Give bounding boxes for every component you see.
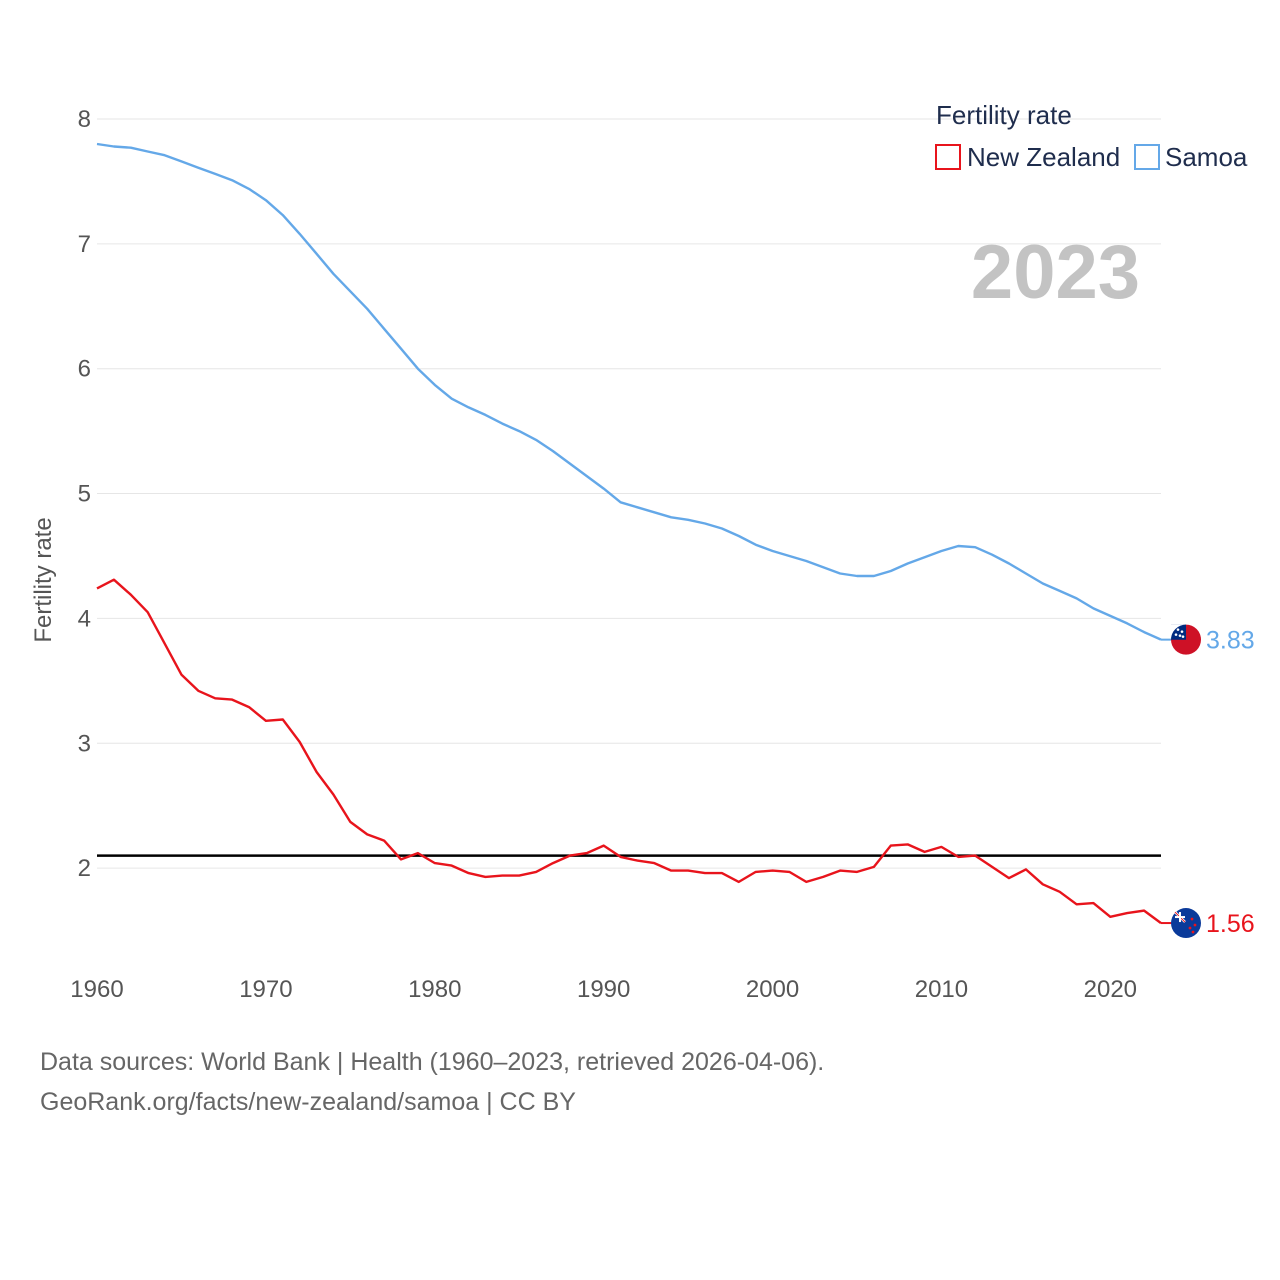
x-tick-label-2020: 2020 [1084,976,1137,1003]
x-tick-label-1970: 1970 [239,976,292,1003]
legend-title: Fertility rate [936,100,1072,130]
series-lines [96,142,1162,925]
samoa-flag-icon [1171,624,1201,655]
end-markers: 1.56 3.83 [1161,624,1255,939]
y-axis-ticks: 2 3 4 5 6 7 8 [78,106,91,882]
y-tick-label-5: 5 [78,481,91,508]
legend-label-new-zealand: New Zealand [967,142,1120,172]
y-tick-label-8: 8 [78,106,91,133]
x-axis-ticks: 1960 1970 1980 1990 2000 2010 2020 [70,976,1137,1003]
fertility-line-chart: 2 3 4 5 6 7 8 1960 1970 1980 1990 2000 2010 2020 202… [30,100,1255,1003]
end-value-label-samoa: 3.83 [1206,627,1255,655]
new-zealand-flag-icon [1171,908,1201,939]
flag-star-4 [1181,635,1185,638]
flag-clip-corner [1171,624,1186,640]
flag-star-2 [1188,926,1192,930]
legend-swatch-new-zealand [935,144,961,170]
legend-label-samoa: Samoa [1165,142,1248,172]
x-tick-label-2010: 2010 [915,976,968,1003]
year-watermark: 2023 [971,230,1140,315]
x-tick-label-1960: 1960 [70,976,123,1003]
flag-star-1 [1180,630,1184,633]
legend: Fertility rate New Zealand Samoa [935,100,1248,172]
legend-item-samoa[interactable]: Samoa [1134,142,1248,172]
flag-star-3 [1178,634,1182,637]
y-tick-label-4: 4 [78,605,91,632]
credit-link[interactable]: GeoRank.org/facts/new-zealand/samoa | CC… [40,1088,576,1116]
x-tick-label-1980: 1980 [408,976,461,1003]
x-tick-label-2000: 2000 [746,976,799,1003]
gridlines [97,118,1161,869]
legend-swatch-samoa [1134,144,1160,170]
series-line-samoa[interactable] [96,142,1162,641]
flag-star-2 [1174,633,1178,636]
y-axis-title: Fertility rate [30,517,57,642]
y-tick-label-2: 2 [78,855,91,882]
series-line-new-zealand[interactable] [96,578,1162,925]
flag-star-3 [1191,930,1195,934]
flag-star-0 [1190,917,1194,921]
y-tick-label-7: 7 [78,231,91,258]
flag-star-0 [1176,628,1180,631]
legend-item-new-zealand[interactable]: New Zealand [935,142,1120,172]
footer: Data sources: World Bank | Health (1960–… [40,1042,824,1122]
data-sources-note: Data sources: World Bank | Health (1960–… [40,1048,825,1076]
flag-star-1 [1193,923,1197,927]
y-tick-label-3: 3 [78,730,91,757]
y-tick-label-6: 6 [78,356,91,383]
x-tick-label-1990: 1990 [577,976,630,1003]
end-value-label-new-zealand: 1.56 [1206,910,1255,938]
